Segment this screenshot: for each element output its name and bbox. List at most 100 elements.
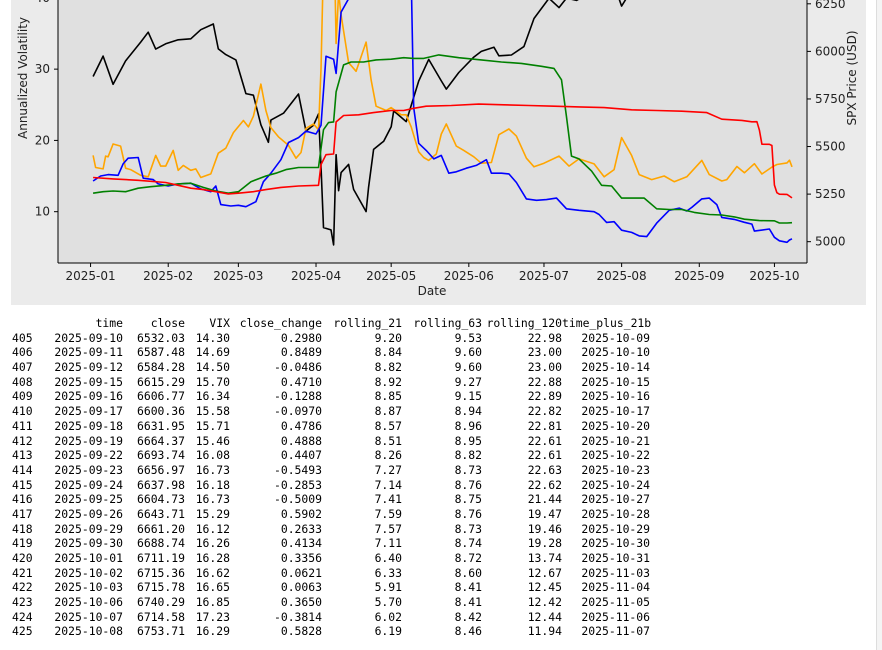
y-left-tick-label: 20: [35, 133, 50, 147]
table-cell: 22.61: [527, 433, 562, 448]
column-header: close_change: [239, 316, 322, 330]
table-cell: 6600.36: [136, 404, 185, 419]
table-row: 424 2025-10-07 6714.58 17.23 -0.3814 6.02 8.42…: [12, 610, 650, 625]
series-layer: [92, 0, 793, 246]
table-cell: 2025-10-22: [581, 448, 650, 463]
table-cell: 15.58: [195, 404, 230, 419]
table-cell: 407: [12, 360, 33, 375]
table-cell: 7.57: [374, 521, 402, 536]
ticks-layer: 2025-01 2025-02 2025-03 2025-04 2025-05 2025-…: [35, 0, 846, 283]
table-cell: 423: [12, 595, 33, 610]
column-header: close: [150, 316, 185, 330]
table-cell: 8.82: [454, 448, 482, 463]
table-cell: 0.3356: [280, 551, 322, 565]
table-cell: 16.08: [195, 448, 230, 463]
data-table: time close VIX close_change rolling_21 rollin…: [12, 316, 652, 639]
table-cell: 6.02: [374, 609, 402, 624]
table-cell: 6715.36: [136, 565, 185, 580]
table-row: 414 2025-09-23 6656.97 16.73 -0.5493 7.27 8.73…: [12, 463, 650, 478]
table-cell: 11.94: [527, 624, 562, 639]
table-cell: 16.34: [195, 389, 230, 404]
table-cell: 22.88: [527, 374, 562, 389]
table-cell: 9.15: [454, 389, 482, 404]
table-cell: 2025-10-06: [54, 595, 123, 610]
table-cell: -0.2853: [273, 477, 322, 492]
column-header: time_plus_21b: [562, 316, 652, 330]
table-cell: 14.30: [195, 330, 230, 345]
table-cell: 8.74: [454, 536, 482, 551]
table-cell: 2025-11-05: [581, 595, 650, 610]
table-row: 415 2025-09-24 6637.98 16.18 -0.2853 7.14 8.76…: [12, 478, 650, 493]
table-cell: 9.27: [454, 374, 482, 389]
table-cell: 22.82: [527, 404, 562, 419]
table-cell: 2025-10-14: [581, 360, 650, 375]
y-left-tick-label: 10: [35, 205, 50, 219]
table-cell: -0.0970: [273, 404, 322, 419]
table-cell: 16.62: [195, 565, 230, 580]
table-cell: 6604.73: [136, 492, 185, 507]
table-cell: 16.26: [195, 536, 230, 551]
table-cell: 12.44: [527, 609, 562, 624]
table-cell: 414: [12, 462, 33, 477]
table-cell: 9.53: [454, 330, 482, 345]
table-cell: 417: [12, 506, 33, 521]
table-cell: 8.41: [454, 595, 482, 610]
table-cell: 2025-09-10: [54, 330, 123, 345]
table-cell: 2025-09-22: [54, 448, 123, 463]
table-cell: 2025-09-16: [54, 389, 123, 404]
table-cell: 2025-11-07: [581, 624, 650, 639]
y-right-tick-label: 5000: [815, 235, 846, 249]
table-cell: 14.50: [195, 360, 230, 375]
table-cell: 405: [12, 330, 33, 345]
table-row: 423 2025-10-06 6740.29 16.85 0.3650 5.70 8.41 1…: [12, 595, 650, 610]
table-cell: 8.84: [374, 345, 402, 360]
table-cell: 2025-10-03: [54, 580, 123, 595]
series-line-4: [93, 103, 793, 199]
y-left-tick-label: 30: [35, 62, 50, 76]
table-cell: 9.60: [454, 345, 482, 360]
table-row: 425 2025-10-08 6753.71 16.29 0.5828 6.19 8.46 1…: [12, 624, 650, 639]
table-cell: 2025-09-30: [54, 536, 123, 551]
table-cell: -0.5009: [273, 492, 322, 507]
table-cell: 419: [12, 536, 33, 551]
x-tick-label: 2025-05: [366, 269, 416, 283]
table-cell: 16.85: [195, 595, 230, 610]
column-header: rolling_120: [486, 316, 562, 330]
table-cell: 5.70: [374, 595, 402, 610]
table-cell: 6.40: [374, 551, 402, 565]
table-cell: 19.28: [527, 536, 562, 551]
plot-area: [58, 0, 807, 263]
x-tick-label: 2025-03: [213, 269, 263, 283]
table-cell: 6740.29: [136, 595, 185, 610]
table-cell: 0.4710: [280, 374, 322, 389]
table-cell: 2025-10-17: [581, 404, 650, 419]
table-row: 417 2025-09-26 6643.71 15.29 0.5902 7.59 8.76 1…: [12, 507, 650, 522]
table-row: 408 2025-09-15 6615.29 15.70 0.4710 8.92 9.27 2…: [12, 375, 650, 390]
table-cell: 2025-10-23: [581, 462, 650, 477]
table-cell: 7.14: [374, 477, 402, 492]
table-cell: 2025-09-18: [54, 418, 123, 433]
table-cell: 8.92: [374, 374, 402, 389]
table-cell: 2025-10-28: [581, 506, 650, 521]
series-line-1: [92, 0, 793, 183]
table-cell: 0.5902: [280, 506, 322, 521]
table-cell: 415: [12, 477, 33, 492]
table-cell: 6.19: [374, 624, 402, 639]
table-cell: 16.73: [195, 462, 230, 477]
table-cell: 6753.71: [136, 624, 185, 639]
table-cell: 8.75: [454, 492, 482, 507]
table-cell: 2025-10-09: [581, 330, 650, 345]
y-left-tick-label: 40: [35, 0, 50, 5]
table-cell: 8.96: [454, 418, 482, 433]
table-cell: 23.00: [527, 345, 562, 360]
table-cell: 6606.77: [136, 389, 185, 404]
table-cell: 8.95: [454, 433, 482, 448]
table-cell: 2025-09-24: [54, 477, 123, 492]
vertical-scrollbar[interactable]: [876, 0, 882, 650]
x-tick-label: 2025-07: [519, 269, 569, 283]
table-row: 416 2025-09-25 6604.73 16.73 -0.5009 7.41 8.75…: [12, 492, 650, 507]
table-cell: 2025-10-08: [54, 624, 123, 639]
table-cell: 16.28: [195, 551, 230, 565]
table-cell: 8.72: [454, 551, 482, 565]
table-cell: 2025-10-30: [581, 536, 650, 551]
